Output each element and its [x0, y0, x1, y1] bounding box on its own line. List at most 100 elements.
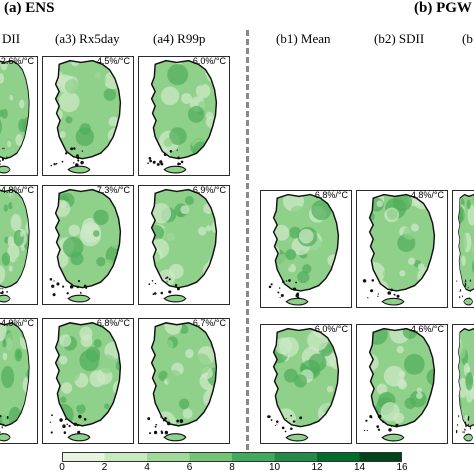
island [80, 160, 84, 165]
precip-blob [273, 206, 277, 212]
precip-blob [55, 68, 64, 89]
jeju-island [163, 433, 187, 442]
colorbar: 0 2 4 6 8 10 12 14 16 [59, 452, 408, 474]
island [462, 295, 463, 298]
map-panel-b1-row2: 6.0%/°C [260, 324, 352, 444]
precip-blob [182, 408, 193, 419]
rate-label: 6.0%/°C [314, 324, 348, 334]
island [164, 430, 169, 435]
precip-blob [98, 354, 117, 374]
island [154, 292, 157, 295]
precip-blob [211, 220, 217, 235]
precip-blob [59, 334, 72, 347]
island [467, 423, 469, 426]
rate-label: 6.9%/°C [192, 185, 226, 195]
rate-label: 7.3%/°C [96, 185, 130, 195]
precip-blob [382, 270, 390, 277]
island [2, 287, 4, 290]
rate-label: 6.8%/°C [96, 318, 130, 328]
island [376, 425, 380, 428]
precip-blob [58, 91, 80, 113]
island [0, 431, 1, 434]
jeju-island [163, 165, 187, 174]
island [470, 289, 472, 293]
precip-blob [205, 115, 217, 128]
island [290, 414, 293, 417]
precip-blob [458, 232, 467, 253]
island [295, 281, 297, 284]
precip-blob [62, 363, 81, 383]
column-label-b3-partial: (b [462, 31, 473, 46]
colorbar-segment [62, 452, 105, 462]
island [76, 285, 80, 289]
column-label-a3: (a3) Rx5day [55, 31, 120, 46]
precip-blob [10, 191, 17, 202]
precip-blob [60, 396, 67, 404]
island [61, 160, 64, 163]
island [176, 149, 178, 151]
island [469, 427, 472, 430]
coastline [272, 327, 340, 428]
precip-blob [110, 235, 121, 249]
precip-blob [168, 263, 184, 279]
precip-texture [0, 189, 30, 288]
colorbar-tick-label: 14 [353, 462, 366, 473]
precip-blob [112, 380, 121, 396]
colorbar-tick-label: 10 [268, 462, 281, 473]
peninsula-map [0, 188, 30, 303]
island [469, 279, 471, 282]
precip-blob [0, 109, 4, 117]
precip-blob [297, 271, 310, 284]
island [2, 147, 4, 150]
island [147, 417, 151, 421]
peninsula-map [268, 193, 340, 306]
island [162, 419, 165, 422]
precip-blob [202, 261, 217, 280]
map-panel-a3-row2: 7.3%/°C [42, 185, 134, 305]
island [395, 423, 399, 428]
island [464, 428, 466, 431]
island [274, 424, 276, 427]
jeju-island [0, 294, 11, 303]
coastline [150, 322, 218, 427]
island [149, 432, 152, 435]
island [148, 283, 151, 285]
precip-texture [458, 195, 474, 274]
precip-blob [68, 224, 80, 237]
colorbar-gradient [62, 452, 402, 462]
precip-blob [273, 245, 280, 258]
precip-blob [333, 334, 339, 352]
island [363, 429, 366, 432]
colorbar-segment [189, 452, 233, 462]
precip-blob [151, 406, 162, 426]
island [63, 431, 67, 434]
island [276, 423, 278, 425]
precip-blob [81, 264, 88, 271]
island [365, 419, 368, 422]
island [0, 163, 1, 166]
precip-blob [79, 349, 100, 372]
colorbar-segment [104, 452, 148, 462]
island [464, 282, 467, 287]
coastline [272, 193, 340, 292]
precip-blob [7, 236, 15, 247]
precip-blob [79, 326, 93, 341]
map-panel-a4-row3: 6.7%/°C [138, 318, 230, 444]
island [51, 284, 55, 288]
island [154, 425, 157, 428]
island [458, 290, 460, 293]
jeju-island [67, 433, 91, 442]
island [467, 286, 469, 289]
island [68, 424, 71, 428]
island [284, 430, 287, 433]
island [66, 292, 69, 295]
precip-blob [79, 224, 101, 247]
island [277, 291, 280, 294]
peninsula-map [0, 322, 30, 442]
precip-blob [369, 419, 378, 427]
jeju-island [463, 297, 474, 306]
island [70, 147, 74, 151]
island [179, 419, 184, 423]
rate-label: 2.6%/°C [0, 56, 34, 66]
precip-blob [317, 403, 339, 424]
